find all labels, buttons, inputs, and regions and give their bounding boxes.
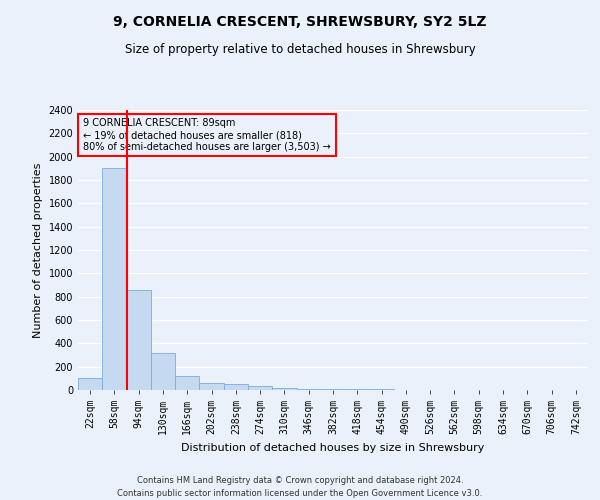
Text: 9, CORNELIA CRESCENT, SHREWSBURY, SY2 5LZ: 9, CORNELIA CRESCENT, SHREWSBURY, SY2 5L… bbox=[113, 15, 487, 29]
Bar bbox=[127, 290, 151, 390]
Text: Contains HM Land Registry data © Crown copyright and database right 2024.
Contai: Contains HM Land Registry data © Crown c… bbox=[118, 476, 482, 498]
Bar bbox=[175, 376, 199, 390]
Bar bbox=[78, 378, 102, 390]
Text: Size of property relative to detached houses in Shrewsbury: Size of property relative to detached ho… bbox=[125, 42, 475, 56]
Bar bbox=[151, 353, 175, 390]
X-axis label: Distribution of detached houses by size in Shrewsbury: Distribution of detached houses by size … bbox=[181, 442, 485, 452]
Bar bbox=[248, 386, 272, 390]
Text: 9 CORNELIA CRESCENT: 89sqm
← 19% of detached houses are smaller (818)
80% of sem: 9 CORNELIA CRESCENT: 89sqm ← 19% of deta… bbox=[83, 118, 331, 152]
Y-axis label: Number of detached properties: Number of detached properties bbox=[33, 162, 43, 338]
Bar bbox=[102, 168, 127, 390]
Bar bbox=[272, 388, 296, 390]
Bar bbox=[224, 384, 248, 390]
Bar bbox=[296, 389, 321, 390]
Bar bbox=[199, 383, 224, 390]
